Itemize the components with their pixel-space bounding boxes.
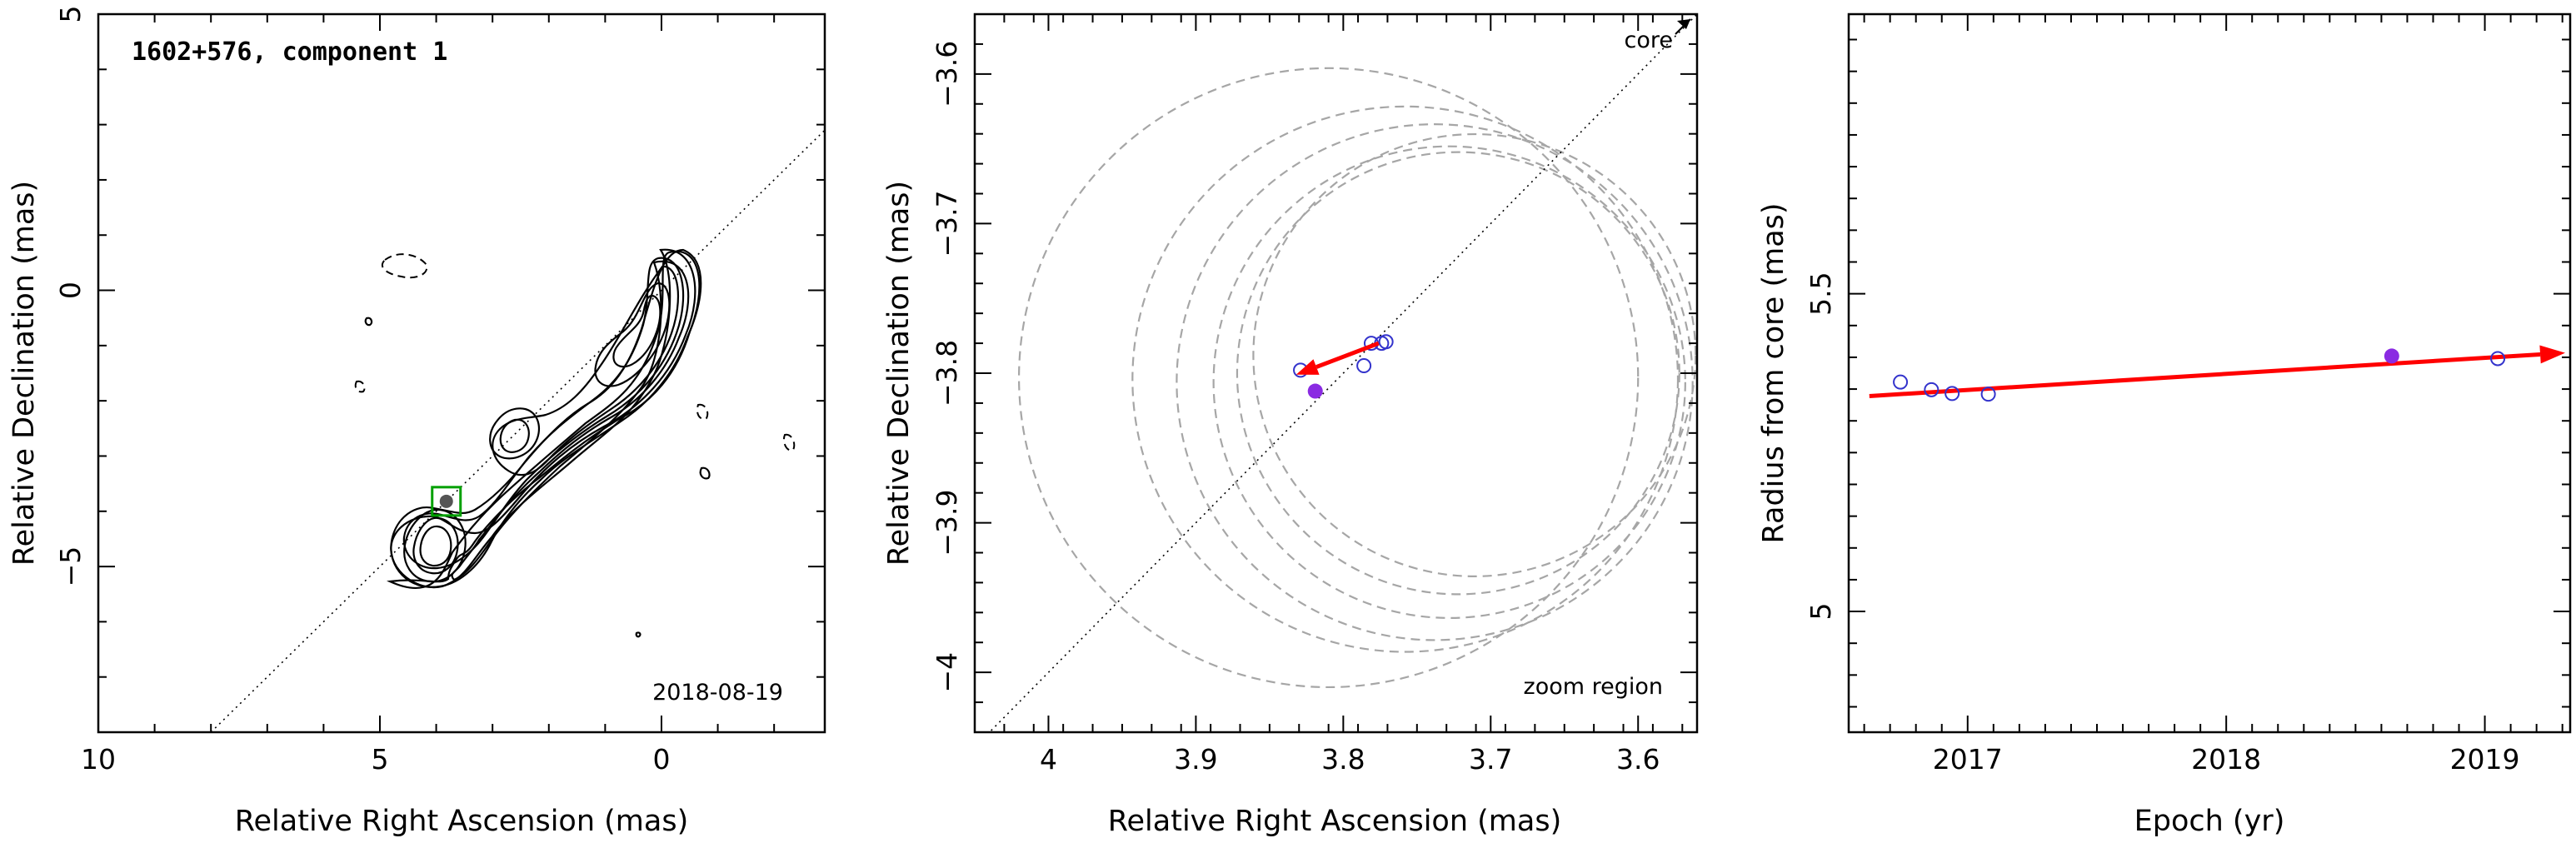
x-tick-label: 0: [652, 743, 670, 776]
fit-shaft: [1869, 352, 2541, 398]
x-tick-label: 2017: [1933, 743, 2003, 776]
error-circle: [1236, 151, 1680, 596]
axis-ticks: 4 3.9 3.8 3.7 3.6 −3.6 −3.7 −3.8 −3.9 −4: [931, 13, 1697, 776]
x-axis-label: Relative Right Ascension (mas): [1108, 805, 1561, 838]
error-circle: [1176, 123, 1694, 641]
data-point: [1924, 382, 1939, 397]
error-circles: [1017, 67, 1697, 689]
fit-vector: [1869, 345, 2565, 398]
vector-head: [1295, 359, 1320, 375]
y-tick-label: 0: [54, 282, 87, 299]
y-tick-label: −3.9: [931, 490, 963, 556]
map-panel: 10 5 0 5 0 −5 1602+576, component 1 2018-08-1…: [7, 6, 826, 838]
current-epoch-point: [1307, 383, 1323, 399]
plot-frame: [973, 12, 1699, 734]
x-tick-label: 4: [1040, 743, 1057, 776]
y-tick-label: −3.6: [931, 41, 963, 107]
y-axis-label: Relative Declination (mas): [7, 181, 41, 566]
error-circle: [1252, 132, 1697, 577]
data-point: [2490, 351, 2506, 367]
axis-ticks: 2017 2018 2019 5 5.5: [1805, 14, 2570, 776]
data-point: [1378, 334, 1394, 350]
current-epoch-point: [2384, 348, 2399, 364]
x-tick-label: 3.9: [1174, 743, 1217, 776]
y-axis-label: Relative Declination (mas): [882, 181, 916, 566]
x-tick-label: 2018: [2191, 743, 2261, 776]
y-tick-label: 5: [1805, 603, 1837, 621]
core-direction-icon: [1675, 18, 1691, 35]
component-position: [439, 494, 453, 508]
y-tick-label: −4: [931, 652, 963, 693]
data-point: [1893, 374, 1909, 390]
y-tick-label: −5: [54, 546, 87, 587]
epoch-label: 2018-08-19: [652, 680, 783, 706]
y-axis-label: Radius from core (mas): [1757, 202, 1790, 543]
fit-head: [2539, 345, 2565, 364]
error-circle: [1017, 67, 1640, 689]
chart-title: 1602+576, component 1: [132, 37, 447, 67]
y-tick-label: −3.8: [931, 340, 963, 407]
x-tick-label: 10: [81, 743, 116, 776]
data-point: [1980, 387, 1996, 402]
error-circle: [1212, 145, 1686, 619]
x-tick-label: 2019: [2450, 743, 2520, 776]
x-tick-label: 3.8: [1321, 743, 1365, 776]
x-axis-label: Epoch (yr): [2134, 805, 2285, 838]
y-tick-label: −3.7: [931, 190, 963, 257]
radius-panel: 2017 2018 2019 5 5.5 Epoch (yr) Radius from …: [1757, 12, 2572, 838]
zoom-panel: 4 3.9 3.8 3.7 3.6 −3.6 −3.7 −3.8 −3.9 −4 core zoo…: [882, 12, 1699, 838]
plot-frame: [97, 12, 826, 734]
data-point: [1944, 386, 1960, 402]
x-tick-label: 5: [371, 743, 388, 776]
data-points: [1893, 348, 2506, 402]
zoom-region-label: zoom region: [1524, 674, 1663, 700]
component-marker: [431, 486, 462, 517]
component-box: [431, 486, 462, 517]
x-axis-label: Relative Right Ascension (mas): [235, 805, 688, 838]
plot-frame: [1847, 12, 2572, 734]
error-circle: [1131, 105, 1680, 653]
x-tick-label: 3.6: [1616, 743, 1660, 776]
data-point: [1356, 358, 1372, 374]
x-tick-label: 3.7: [1469, 743, 1512, 776]
core-label: core: [1625, 27, 1673, 53]
contour-map: [354, 248, 796, 638]
motion-vector: [1295, 18, 1691, 375]
axis-ticks: 10 5 0 5 0 −5: [54, 6, 825, 776]
y-tick-label: 5.5: [1805, 272, 1837, 315]
ridge-line: [210, 129, 825, 732]
vector-shaft: [1315, 341, 1380, 369]
y-tick-label: 5: [54, 6, 87, 23]
ridge-line: [988, 14, 1697, 732]
